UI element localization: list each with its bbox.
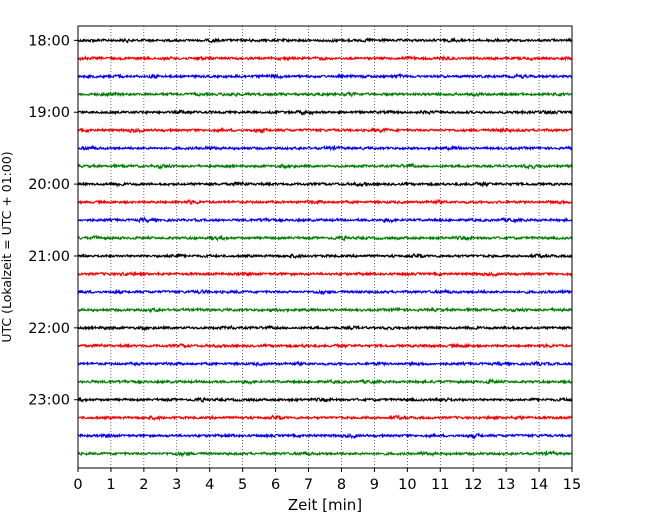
y-axis: 18:00 19:00 20:00 21:00 22:00 23:00 [28, 33, 78, 409]
x-tick-label-9: 9 [370, 477, 379, 493]
x-tick-label-5: 5 [238, 477, 247, 493]
trace-21 [77, 414, 573, 422]
x-tick-label-11: 11 [431, 477, 449, 493]
trace-12 [77, 252, 573, 260]
trace-6 [77, 144, 573, 152]
x-tick-label-0: 0 [73, 477, 82, 493]
x-tick-label-6: 6 [271, 477, 280, 493]
x-axis-label: Zeit [min] [288, 496, 362, 514]
trace-group [77, 37, 573, 458]
trace-9 [77, 198, 573, 206]
trace-22 [77, 432, 573, 441]
x-tick-label-10: 10 [398, 477, 416, 493]
x-axis: 0 1 2 3 4 5 6 7 8 9 10 11 12 13 14 15 [73, 468, 581, 493]
trace-4 [77, 108, 573, 116]
y-tick-label-3: 21:00 [28, 249, 70, 265]
trace-1 [77, 54, 573, 62]
trace-19 [77, 378, 573, 386]
x-tick-label-13: 13 [497, 477, 515, 493]
trace-10 [77, 215, 573, 224]
y-tick-label-0: 18:00 [28, 33, 70, 49]
trace-23 [77, 450, 573, 458]
trace-18 [77, 360, 573, 368]
x-tick-label-14: 14 [530, 477, 548, 493]
trace-0 [77, 37, 573, 44]
trace-20 [77, 396, 573, 404]
x-tick-label-7: 7 [304, 477, 313, 493]
y-tick-label-5: 23:00 [28, 393, 70, 409]
x-tick-label-12: 12 [464, 477, 482, 493]
y-axis-label: UTC (Lokalzeit = UTC + 01:00) [0, 151, 14, 342]
trace-7 [77, 162, 573, 171]
trace-14 [77, 288, 573, 296]
y-tick-label-4: 22:00 [28, 321, 70, 337]
x-tick-label-8: 8 [337, 477, 346, 493]
trace-16 [77, 324, 573, 332]
x-tick-label-4: 4 [205, 477, 214, 493]
plot-background [78, 26, 572, 468]
trace-8 [77, 180, 573, 188]
trace-3 [77, 90, 573, 98]
y-tick-label-1: 19:00 [28, 105, 70, 121]
trace-11 [77, 234, 573, 243]
trace-2 [77, 72, 573, 80]
x-tick-label-3: 3 [172, 477, 181, 493]
x-tick-label-15: 15 [563, 477, 581, 493]
x-tick-label-2: 2 [139, 477, 148, 493]
trace-15 [77, 306, 573, 314]
x-tick-label-1: 1 [106, 477, 115, 493]
trace-13 [77, 270, 573, 278]
trace-17 [77, 342, 573, 349]
plot-frame [77, 25, 573, 469]
y-tick-label-2: 20:00 [28, 177, 70, 193]
trace-5 [77, 126, 573, 135]
